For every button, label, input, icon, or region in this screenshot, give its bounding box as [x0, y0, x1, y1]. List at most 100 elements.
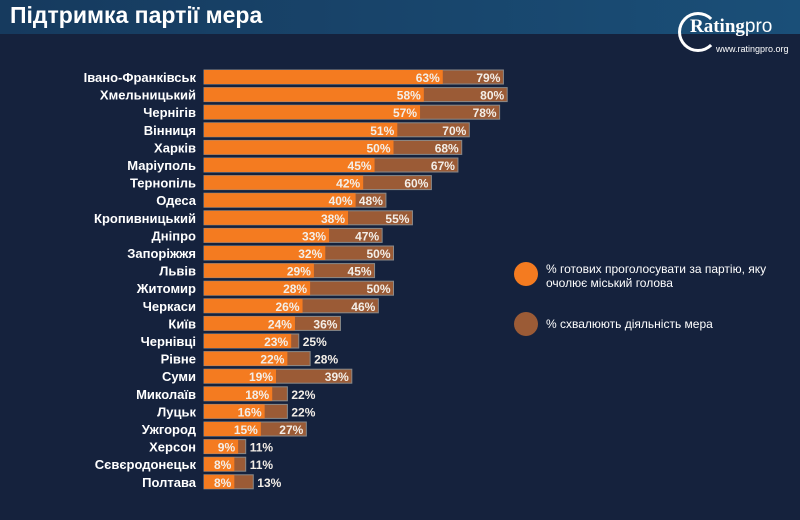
data-label-approve: 68% — [435, 141, 459, 155]
data-label-vote: 29% — [287, 265, 311, 279]
data-label-vote: 24% — [268, 317, 292, 331]
data-label-vote: 32% — [298, 247, 322, 261]
data-label-vote: 8% — [214, 458, 232, 472]
bar-vote — [204, 439, 239, 454]
category-label: Рівне — [161, 352, 196, 367]
bar-vote — [204, 175, 364, 190]
data-label-approve: 27% — [279, 423, 303, 437]
data-label-vote: 33% — [302, 229, 326, 243]
category-label: Івано-Франківськ — [84, 70, 197, 85]
category-label: Львів — [159, 264, 196, 279]
legend-label: % схвалюють діяльність мера — [546, 317, 713, 331]
category-label: Луцьк — [157, 404, 196, 419]
data-label-approve: 39% — [325, 370, 349, 384]
data-label-approve: 47% — [355, 229, 379, 243]
data-label-approve: 79% — [476, 71, 500, 85]
data-label-approve: 25% — [303, 335, 327, 349]
logo-name: Ratingpro — [690, 16, 773, 37]
bar-vote — [204, 210, 349, 225]
data-label-approve: 50% — [366, 282, 390, 296]
bar-vote — [204, 316, 295, 331]
bar-vote — [204, 122, 398, 137]
data-label-approve: 22% — [291, 388, 315, 402]
data-label-vote: 40% — [329, 194, 353, 208]
legend-swatch-orange — [514, 262, 538, 286]
category-label: Черкаси — [143, 299, 196, 314]
legend-swatch-brown — [514, 312, 538, 336]
category-label: Херсон — [149, 440, 196, 455]
data-label-vote: 51% — [370, 124, 394, 138]
data-label-vote: 16% — [238, 405, 262, 419]
category-label: Кропивницький — [94, 211, 196, 226]
bar-vote — [204, 298, 303, 313]
data-label-vote: 58% — [397, 89, 421, 103]
data-label-approve: 80% — [480, 89, 504, 103]
data-label-approve: 55% — [385, 212, 409, 226]
logo-ring-icon — [678, 12, 718, 52]
bar-vote — [204, 422, 261, 436]
data-label-approve: 60% — [404, 177, 428, 191]
page-title: Підтримка партії мера — [10, 2, 263, 28]
data-label-approve: 28% — [314, 353, 338, 367]
category-label: Одеса — [156, 193, 196, 208]
data-label-vote: 8% — [214, 476, 232, 490]
bar-vote — [204, 351, 288, 366]
bar-vote — [204, 140, 394, 155]
category-label: Тернопіль — [130, 176, 196, 191]
ratingpro-logo: Ratingpro www.ratingpro.org — [676, 8, 796, 58]
data-label-approve: 22% — [291, 405, 315, 419]
data-label-vote: 38% — [321, 212, 345, 226]
category-label: Полтава — [142, 475, 197, 490]
data-label-approve: 70% — [442, 124, 466, 138]
data-label-approve: 36% — [313, 317, 337, 331]
category-label: Ужгород — [142, 422, 197, 437]
data-label-approve: 11% — [250, 441, 274, 455]
data-label-vote: 42% — [336, 177, 360, 191]
data-label-vote: 19% — [249, 370, 273, 384]
bar-vote — [204, 246, 326, 260]
bar-vote — [204, 369, 277, 384]
bar-vote — [204, 193, 356, 208]
data-label-vote: 26% — [276, 300, 300, 314]
bar-vote — [204, 70, 443, 84]
data-label-approve: 46% — [351, 300, 375, 314]
legend-label: % готових проголосувати за партію, яку о… — [546, 262, 767, 290]
data-label-approve: 13% — [257, 476, 281, 490]
bar-vote — [204, 386, 273, 401]
data-label-vote: 18% — [245, 388, 269, 402]
category-label: Чернігів — [143, 105, 196, 120]
logo-url: www.ratingpro.org — [716, 44, 789, 54]
data-label-vote: 15% — [234, 423, 258, 437]
category-label: Чернівці — [141, 334, 196, 349]
bar-vote — [204, 228, 330, 243]
category-label: Житомир — [136, 281, 196, 296]
category-label: Дніпро — [152, 228, 197, 243]
data-label-vote: 9% — [218, 441, 236, 455]
category-label: Вінниця — [144, 123, 196, 138]
data-label-vote: 23% — [264, 335, 288, 349]
category-label: Київ — [168, 316, 196, 331]
data-label-approve: 78% — [473, 106, 497, 120]
bar-vote — [204, 87, 424, 102]
header-band — [0, 0, 800, 34]
category-label: Запоріжжя — [127, 246, 196, 261]
data-label-approve: 11% — [250, 458, 274, 472]
data-label-vote: 63% — [416, 71, 440, 85]
bar-vote — [204, 457, 235, 472]
data-label-approve: 67% — [431, 159, 455, 173]
data-label-approve: 48% — [359, 194, 383, 208]
data-label-vote: 22% — [260, 353, 284, 367]
bar-vote — [204, 474, 235, 489]
data-label-approve: 45% — [348, 265, 372, 279]
bar-vote — [204, 334, 292, 348]
bar-vote — [204, 263, 314, 278]
category-label: Харків — [154, 140, 196, 155]
category-label: Суми — [162, 369, 196, 384]
bar-vote — [204, 404, 265, 419]
data-label-approve: 50% — [366, 247, 390, 261]
bar-vote — [204, 105, 421, 120]
bar-vote — [204, 158, 375, 172]
data-label-vote: 45% — [348, 159, 372, 173]
bar-vote — [204, 281, 311, 296]
